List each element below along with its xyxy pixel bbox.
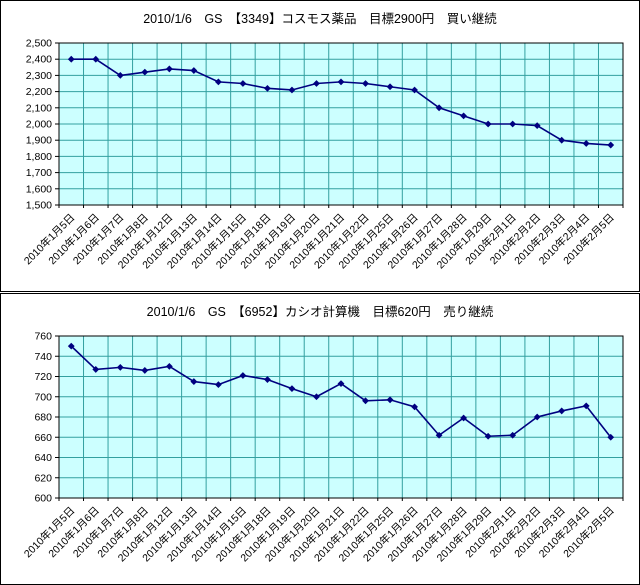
chart-panel-casio: 2010/1/6 GS 【6952】カシオ計算機 目標620円 売り継続 600… <box>0 293 640 585</box>
y-axis-label: 640 <box>34 452 52 464</box>
data-point-marker <box>411 86 418 94</box>
data-point-marker <box>386 396 394 404</box>
data-point-marker <box>190 67 198 74</box>
y-axis-label: 660 <box>34 432 52 444</box>
data-point-marker <box>582 140 590 147</box>
data-point-marker <box>582 402 590 410</box>
data-point-marker <box>362 397 369 405</box>
data-point-marker <box>116 72 124 79</box>
data-point-marker <box>337 78 345 86</box>
data-point-marker <box>533 122 541 130</box>
y-axis-label: 700 <box>34 391 52 403</box>
data-point-marker <box>484 120 492 128</box>
plot-border <box>58 335 624 499</box>
chart-panel-cosmos: 2010/1/6 GS 【3349】コスモス薬品 目標2900円 買い継続 1,… <box>0 0 640 292</box>
y-axis-label: 600 <box>34 493 52 505</box>
y-axis-label: 1,700 <box>26 167 52 179</box>
y-axis-label: 1,900 <box>26 135 52 147</box>
data-point-marker <box>558 407 566 415</box>
data-point-marker <box>92 366 100 373</box>
data-point-marker <box>141 367 149 374</box>
data-point-marker <box>509 120 517 128</box>
data-point-marker <box>411 403 418 411</box>
y-axis-label: 2,100 <box>26 102 52 114</box>
casio-stock-chart: 2010/1/6 GS 【6952】カシオ計算機 目標620円 売り継続 600… <box>21 304 624 564</box>
y-axis-label: 620 <box>34 472 52 484</box>
data-point-marker <box>558 136 566 144</box>
data-point-marker <box>607 141 615 149</box>
y-axis-label: 1,800 <box>26 151 52 163</box>
data-point-marker <box>288 86 296 94</box>
y-axis-label: 1,500 <box>26 200 52 212</box>
data-point-marker <box>116 363 124 371</box>
y-axis-label: 740 <box>34 351 52 363</box>
data-point-marker <box>386 83 394 91</box>
data-point-marker <box>214 78 222 86</box>
data-point-marker <box>92 55 100 63</box>
data-point-marker <box>264 84 271 92</box>
data-point-marker <box>509 431 517 439</box>
data-point-marker <box>264 376 271 383</box>
y-axis-label: 2,500 <box>26 38 52 50</box>
data-point-marker <box>313 80 320 87</box>
data-point-marker <box>214 381 222 388</box>
y-axis-label: 760 <box>34 331 52 343</box>
data-point-marker <box>337 380 345 387</box>
data-point-marker <box>362 80 369 87</box>
data-point-marker <box>288 385 296 393</box>
data-point-marker <box>435 104 443 112</box>
data-point-marker <box>239 372 247 379</box>
y-axis-label: 720 <box>34 371 52 383</box>
y-axis-label: 680 <box>34 412 52 424</box>
data-point-marker <box>484 432 492 440</box>
cosmos-stock-chart: 2010/1/6 GS 【3349】コスモス薬品 目標2900円 買い継続 1,… <box>21 11 624 271</box>
data-point-marker <box>460 414 468 422</box>
data-point-marker <box>460 112 468 120</box>
data-point-marker <box>141 68 149 76</box>
data-point-marker <box>165 65 173 73</box>
data-point-marker <box>67 55 75 63</box>
plot-border <box>58 42 624 206</box>
chart-title: 2010/1/6 GS 【6952】カシオ計算機 目標620円 売り継続 <box>147 304 494 319</box>
y-axis-label: 2,300 <box>26 70 52 82</box>
y-axis-label: 2,400 <box>26 54 52 66</box>
y-axis-label: 2,200 <box>26 86 52 98</box>
y-axis-label: 1,600 <box>26 183 52 195</box>
data-point-marker <box>435 431 443 439</box>
chart-title: 2010/1/6 GS 【3349】コスモス薬品 目標2900円 買い継続 <box>143 11 497 26</box>
data-point-marker <box>239 80 247 87</box>
y-axis-label: 2,000 <box>26 119 52 131</box>
